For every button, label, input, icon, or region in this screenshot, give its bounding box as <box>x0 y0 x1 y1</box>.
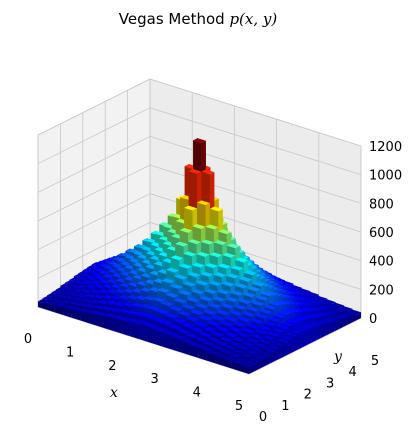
x-tick-label: 3 <box>150 372 158 387</box>
bar-face-side <box>330 321 334 334</box>
bar-face-side <box>276 348 280 361</box>
bar-face-side <box>298 332 302 349</box>
bar-face-side <box>312 326 316 343</box>
z-tick-label: 400 <box>369 255 394 270</box>
z-tick-label: 1000 <box>369 169 402 184</box>
z-tick-label: 0 <box>369 312 377 327</box>
bar-face-front <box>139 323 147 341</box>
bar-face-front <box>173 337 181 353</box>
y-tick-label: 2 <box>304 388 312 403</box>
bar-face-side <box>325 322 329 336</box>
y-tick-label: 3 <box>326 376 334 391</box>
z-tick-label: 600 <box>369 226 394 241</box>
y-tick-label: 0 <box>259 410 267 425</box>
x-tick-label: 0 <box>24 332 32 347</box>
bar-face-front <box>114 318 122 334</box>
bar-face-side <box>289 338 293 354</box>
z-tick-label: 200 <box>369 283 394 298</box>
bar-face-front <box>148 327 156 345</box>
y-axis-label: y <box>333 349 343 365</box>
y-tick-label: 1 <box>281 399 289 414</box>
x-tick-label: 2 <box>108 359 116 374</box>
y-tick-label: 4 <box>348 365 356 380</box>
bar-face-side <box>307 328 311 345</box>
x-tick-label: 4 <box>193 386 201 401</box>
z-tick-label: 1200 <box>369 140 402 155</box>
bar-face-side <box>280 345 284 359</box>
z-tick-label: 800 <box>369 197 394 212</box>
y-tick-label: 5 <box>371 354 379 369</box>
bar-face-front <box>165 334 173 350</box>
bar-face-side <box>316 325 320 341</box>
bar-face-side <box>321 323 325 338</box>
bar-face-side <box>294 335 298 352</box>
chart-title: Vegas Method p(x, y) <box>119 10 278 28</box>
bar-face-front <box>131 321 139 339</box>
x-axis-label: x <box>110 385 118 401</box>
bar-face-side <box>303 329 307 347</box>
x-tick-label: 1 <box>66 345 74 360</box>
bar-face-front <box>122 319 130 336</box>
bar-face-side <box>285 341 289 356</box>
bar-face-front <box>156 330 164 347</box>
x-tick-label: 5 <box>235 399 243 414</box>
bar-face-front <box>106 316 114 332</box>
